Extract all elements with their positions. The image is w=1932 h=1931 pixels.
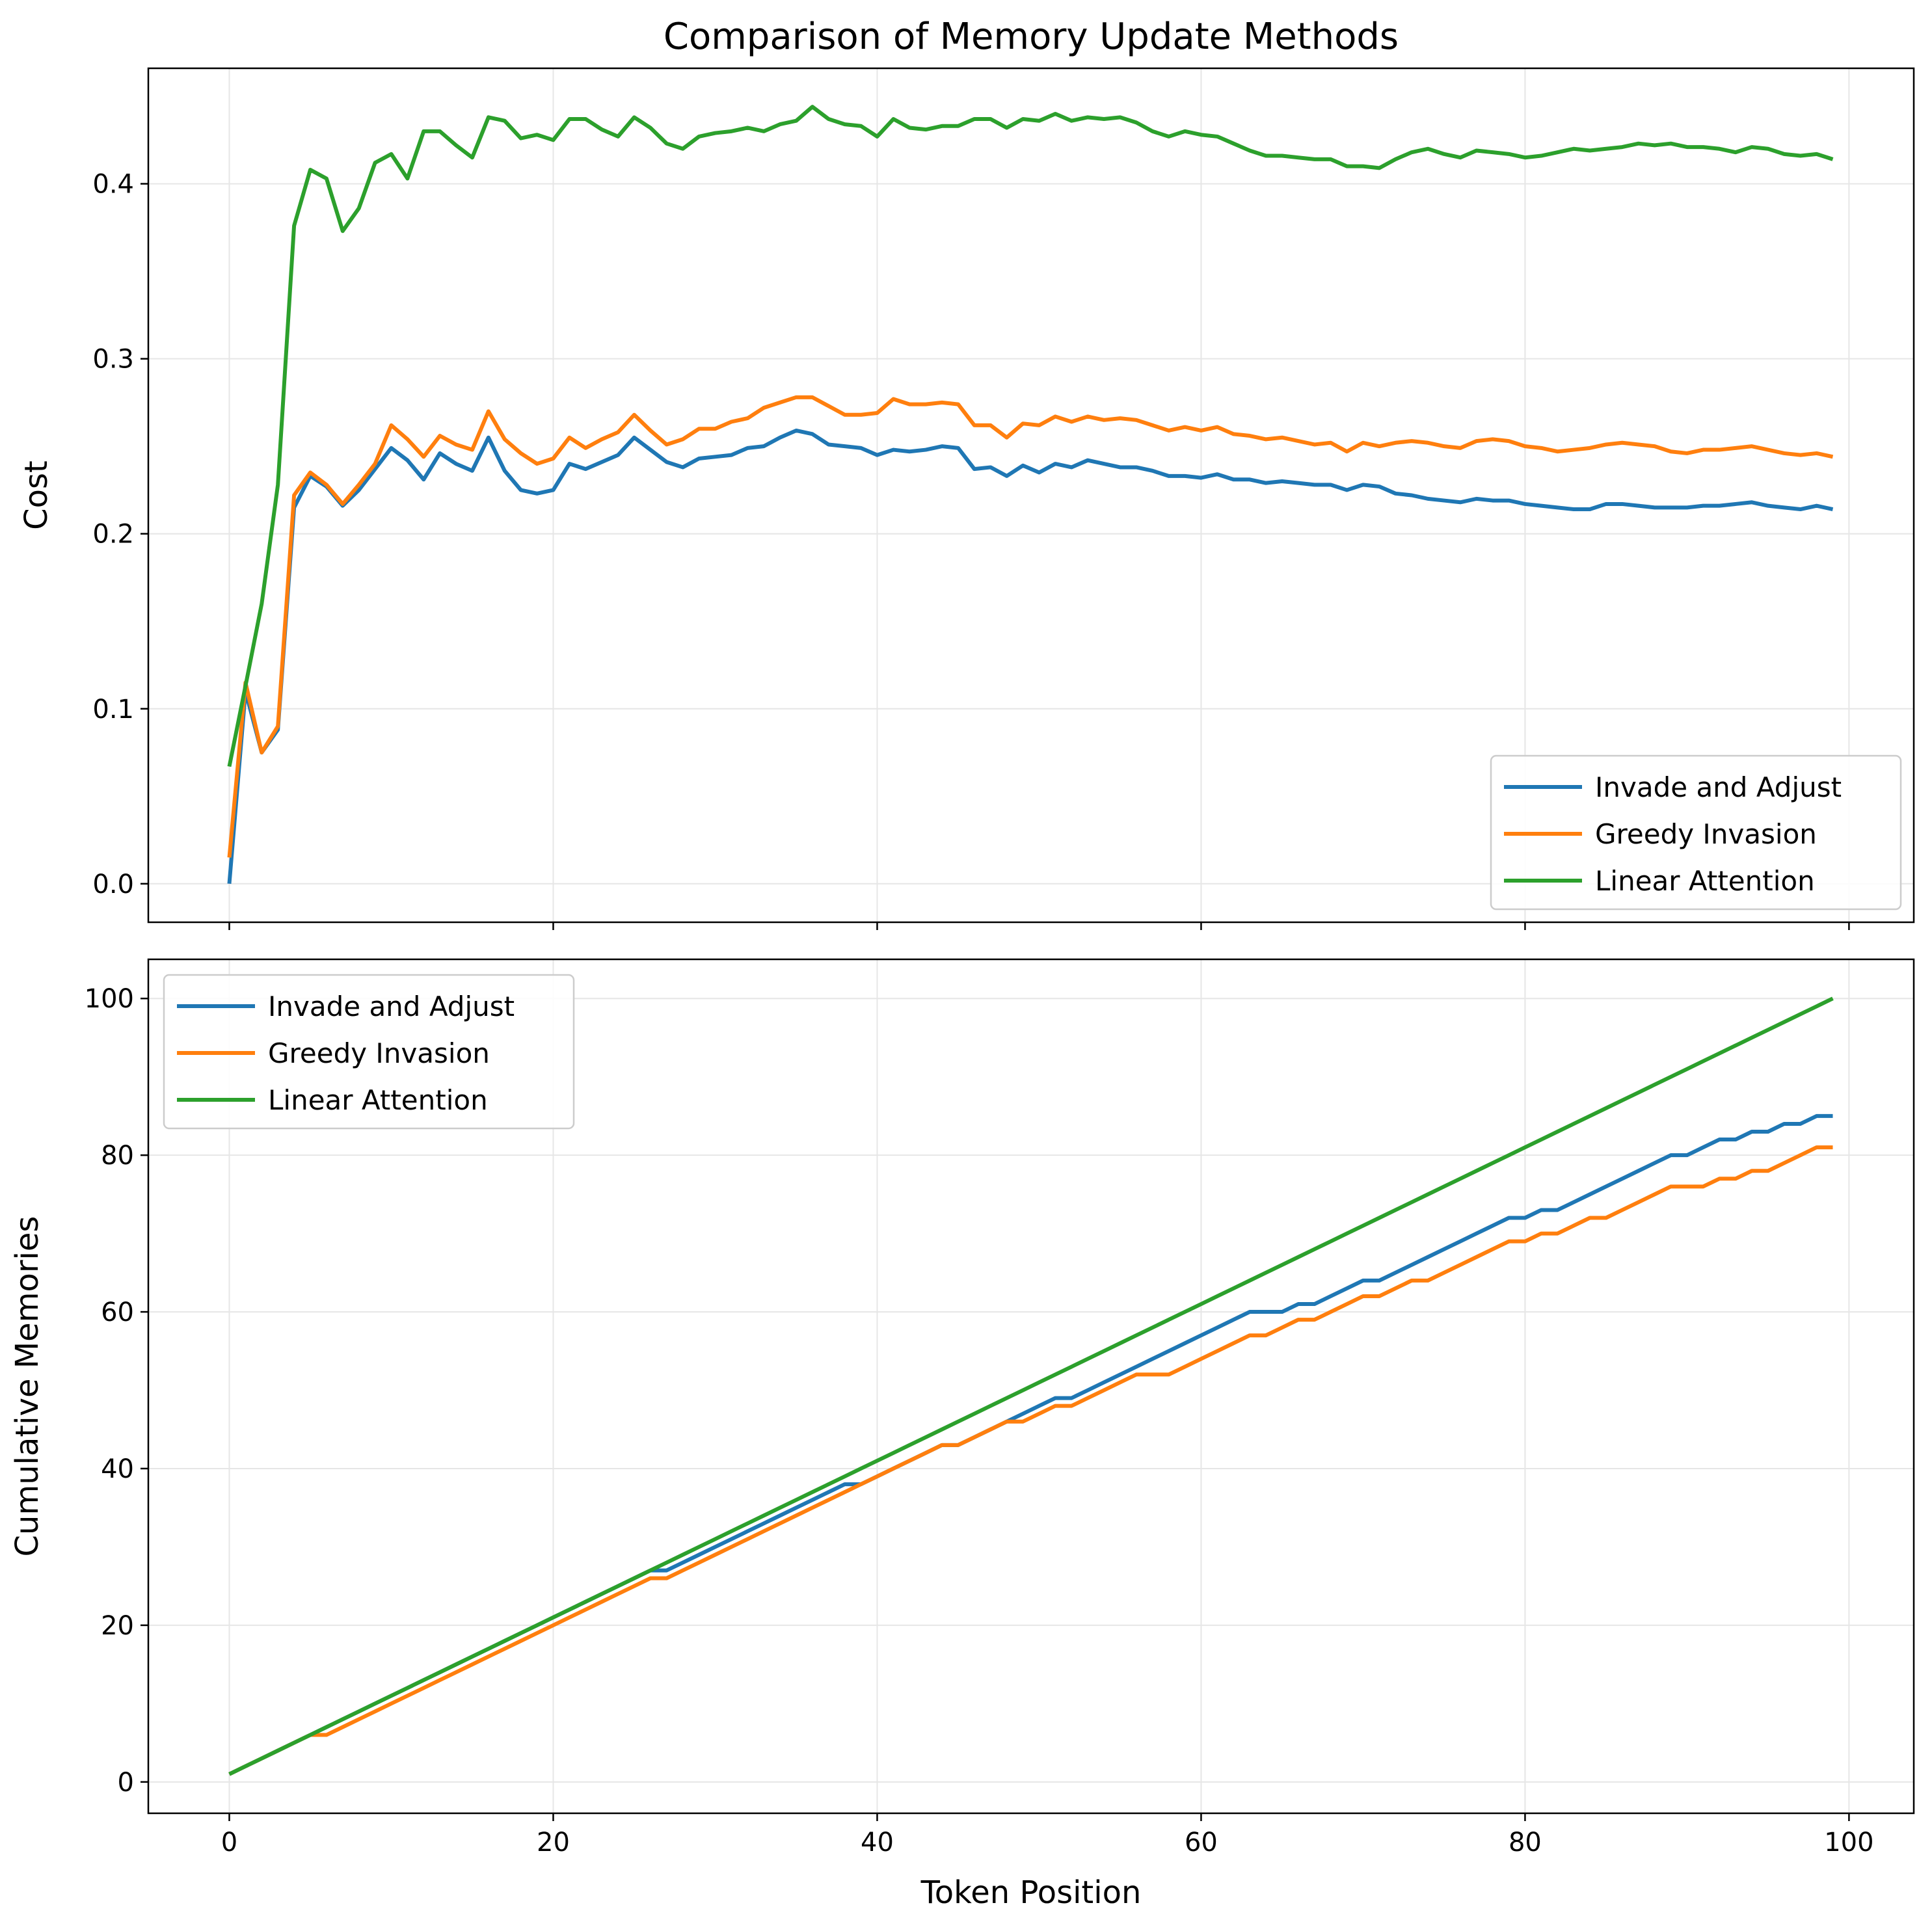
cost-axes-frame (147, 67, 1915, 924)
cumulative-y-axis-label: Cumulative Memories (9, 1216, 46, 1557)
cumulative-legend-label: Invade and Adjust (268, 991, 515, 1022)
cost-y-tick-label: 0.2 (92, 520, 134, 550)
cost-y-tick-label: 0.1 (92, 695, 134, 725)
cumulative-memories-panel: 0 20 40 60 80 100 0 20 40 60 80 100 Cumulative Memor… (9, 958, 1915, 1911)
cumulative-legend-label: Greedy Invasion (268, 1037, 490, 1069)
cumulative-axes-frame (147, 958, 1915, 1815)
cost-series-line-invade-and-adjust (227, 428, 1834, 885)
cumulative-x-tick-label: 0 (221, 1828, 237, 1858)
cost-y-tick-label: 0.3 (92, 345, 134, 375)
cost-legend-label: Greedy Invasion (1595, 818, 1817, 850)
cumulative-y-tick-label: 20 (101, 1611, 134, 1641)
cumulative-y-tick-label: 40 (101, 1454, 134, 1484)
cumulative-x-tick-label: 60 (1185, 1828, 1218, 1858)
cost-series-line-linear-attention (227, 105, 1834, 767)
cumulative-x-tick-label: 40 (861, 1828, 894, 1858)
cumulative-legend-box (163, 974, 575, 1130)
cumulative-x-tick-label: 20 (537, 1828, 570, 1858)
cumulative-x-tick-label: 100 (1824, 1828, 1873, 1858)
cost-y-axis-label: Cost (18, 460, 55, 530)
cumulative-y-tick-label: 80 (101, 1141, 134, 1171)
cost-legend-label: Linear Attention (1595, 865, 1815, 897)
figure-title: Comparison of Memory Update Methods (664, 16, 1399, 58)
cumulative-x-axis-label: Token Position (920, 1874, 1142, 1911)
cumulative-legend-label: Linear Attention (268, 1084, 488, 1116)
cumulative-x-tick-label: 80 (1509, 1828, 1542, 1858)
cost-legend: Invade and Adjust Greedy Invasion Linear A… (1490, 754, 1902, 911)
cumulative-y-tick-label: 0 (118, 1768, 134, 1798)
cost-legend-box (1490, 754, 1902, 911)
cost-y-tick-label: 0.0 (92, 870, 134, 899)
cumulative-series-line-linear-attention (228, 996, 1834, 1776)
cumulative-legend: Invade and Adjust Greedy Invasion Linear A… (163, 974, 575, 1130)
cumulative-y-tick-label: 100 (85, 984, 134, 1014)
cumulative-y-tick-label: 60 (101, 1298, 134, 1327)
cost-y-tick-label: 0.4 (92, 170, 134, 200)
cost-panel: 0.0 0.1 0.2 0.3 0.4 Cost Invade and Adjust Gree… (18, 67, 1915, 930)
cumulative-series-line-greedy-invasion (228, 1145, 1833, 1776)
cost-series-line-greedy-invasion (227, 395, 1834, 858)
cost-legend-label: Invade and Adjust (1595, 771, 1842, 803)
